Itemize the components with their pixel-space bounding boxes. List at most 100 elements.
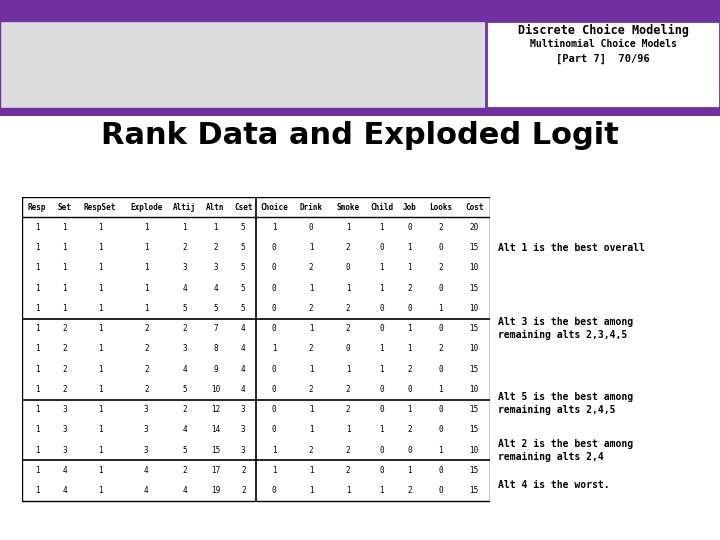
Text: 1: 1: [63, 284, 67, 293]
Text: 1: 1: [98, 324, 102, 333]
Text: 1: 1: [144, 284, 148, 293]
Text: 8: 8: [213, 345, 218, 354]
Text: 15: 15: [469, 243, 479, 252]
Text: 1: 1: [408, 243, 412, 252]
Text: 0: 0: [408, 223, 412, 232]
Text: 1: 1: [379, 264, 384, 273]
Text: 0: 0: [271, 364, 276, 374]
Text: 1: 1: [98, 405, 102, 414]
Text: Altn: Altn: [207, 202, 225, 212]
Text: 15: 15: [469, 364, 479, 374]
Text: 2: 2: [213, 243, 218, 252]
Text: 1: 1: [408, 466, 412, 475]
Text: 1: 1: [346, 426, 351, 435]
Text: 0: 0: [379, 446, 384, 455]
Text: 1: 1: [271, 466, 276, 475]
Text: 15: 15: [469, 466, 479, 475]
Text: 1: 1: [35, 466, 40, 475]
Text: 1: 1: [35, 284, 40, 293]
Text: 1: 1: [309, 284, 313, 293]
Text: 1: 1: [98, 243, 102, 252]
Text: 15: 15: [211, 446, 220, 455]
Text: 0: 0: [438, 466, 443, 475]
Text: 2: 2: [63, 385, 67, 394]
Text: 0: 0: [271, 486, 276, 495]
Text: 1: 1: [63, 264, 67, 273]
Text: 4: 4: [182, 426, 187, 435]
Text: 1: 1: [309, 486, 313, 495]
Text: 3: 3: [63, 426, 67, 435]
Text: 1: 1: [98, 364, 102, 374]
Text: 1: 1: [35, 345, 40, 354]
Text: 3: 3: [241, 426, 246, 435]
Text: Explode: Explode: [130, 202, 163, 212]
Text: Alt 2 is the best among
remaining alts 2,4: Alt 2 is the best among remaining alts 2…: [498, 438, 633, 462]
Text: 2: 2: [182, 243, 187, 252]
Text: 10: 10: [469, 385, 479, 394]
Text: 1: 1: [346, 223, 351, 232]
Text: 4: 4: [241, 345, 246, 354]
Text: 14: 14: [211, 426, 220, 435]
Text: 1: 1: [98, 284, 102, 293]
Text: 2: 2: [309, 385, 313, 394]
Text: 19: 19: [211, 486, 220, 495]
Text: 3: 3: [182, 264, 187, 273]
Text: 2: 2: [144, 345, 148, 354]
Text: 20: 20: [469, 223, 479, 232]
Text: Alt 4 is the worst.: Alt 4 is the worst.: [498, 480, 609, 490]
Text: 15: 15: [469, 405, 479, 414]
Text: 5: 5: [241, 304, 246, 313]
Text: 2: 2: [346, 405, 351, 414]
Text: 1: 1: [35, 486, 40, 495]
Text: 2: 2: [241, 486, 246, 495]
Text: 10: 10: [469, 446, 479, 455]
Text: 1: 1: [35, 324, 40, 333]
Text: 1: 1: [309, 243, 313, 252]
Text: 2: 2: [63, 324, 67, 333]
Text: 1: 1: [408, 264, 412, 273]
Text: 3: 3: [182, 345, 187, 354]
Text: [Part 7]  70/96: [Part 7] 70/96: [557, 54, 650, 64]
Text: 1: 1: [144, 264, 148, 273]
Text: Set: Set: [58, 202, 72, 212]
Text: 2: 2: [182, 324, 187, 333]
Text: 2: 2: [182, 466, 187, 475]
Text: 2: 2: [408, 486, 412, 495]
Text: 2: 2: [438, 345, 443, 354]
Text: 1: 1: [98, 466, 102, 475]
Text: 1: 1: [63, 243, 67, 252]
Text: 1: 1: [35, 243, 40, 252]
Text: 2: 2: [309, 304, 313, 313]
Text: Altij: Altij: [174, 202, 197, 212]
Text: 1: 1: [379, 345, 384, 354]
Text: 2: 2: [408, 426, 412, 435]
Text: 0: 0: [271, 284, 276, 293]
Text: 0: 0: [379, 405, 384, 414]
Text: 1: 1: [98, 345, 102, 354]
Text: 0: 0: [271, 264, 276, 273]
Text: 1: 1: [98, 304, 102, 313]
Text: 0: 0: [408, 304, 412, 313]
Text: 2: 2: [182, 405, 187, 414]
Text: 1: 1: [379, 223, 384, 232]
Text: 1: 1: [346, 364, 351, 374]
Text: 1: 1: [408, 324, 412, 333]
Text: 2: 2: [438, 223, 443, 232]
Text: Alt 3 is the best among
remaining alts 2,3,4,5: Alt 3 is the best among remaining alts 2…: [498, 317, 633, 340]
Text: 4: 4: [63, 466, 67, 475]
Text: 0: 0: [438, 426, 443, 435]
Text: 1: 1: [144, 304, 148, 313]
Text: 3: 3: [63, 446, 67, 455]
Text: 4: 4: [213, 284, 218, 293]
Text: 1: 1: [63, 223, 67, 232]
Text: 5: 5: [213, 304, 218, 313]
Text: Alt 5 is the best among
remaining alts 2,4,5: Alt 5 is the best among remaining alts 2…: [498, 392, 633, 415]
Text: 0: 0: [271, 426, 276, 435]
Text: 0: 0: [438, 324, 443, 333]
Text: 1: 1: [346, 284, 351, 293]
Text: 1: 1: [271, 345, 276, 354]
Text: 2: 2: [63, 345, 67, 354]
Text: 2: 2: [346, 324, 351, 333]
Text: 2: 2: [346, 304, 351, 313]
Text: 2: 2: [309, 446, 313, 455]
